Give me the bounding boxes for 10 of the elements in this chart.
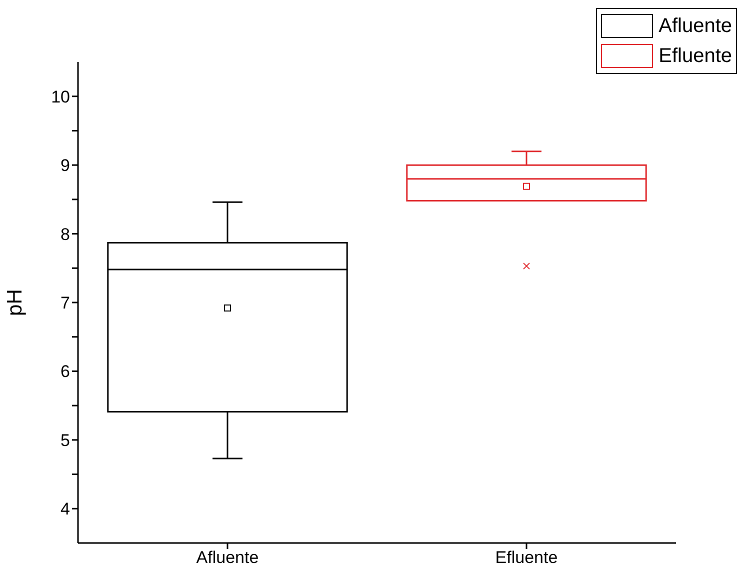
legend-label: Efluente bbox=[658, 44, 732, 68]
y-tick-label: 7 bbox=[60, 294, 70, 313]
y-axis-title: pH bbox=[3, 289, 26, 316]
legend-label: Afluente bbox=[658, 14, 732, 38]
y-tick-label: 4 bbox=[60, 500, 70, 519]
y-tick-label: 5 bbox=[60, 430, 70, 450]
y-tick-label: 6 bbox=[60, 362, 70, 382]
y-tick-label: 8 bbox=[60, 224, 70, 244]
y-tick-label: 9 bbox=[60, 156, 70, 176]
y-tick-label: 10 bbox=[51, 87, 70, 106]
